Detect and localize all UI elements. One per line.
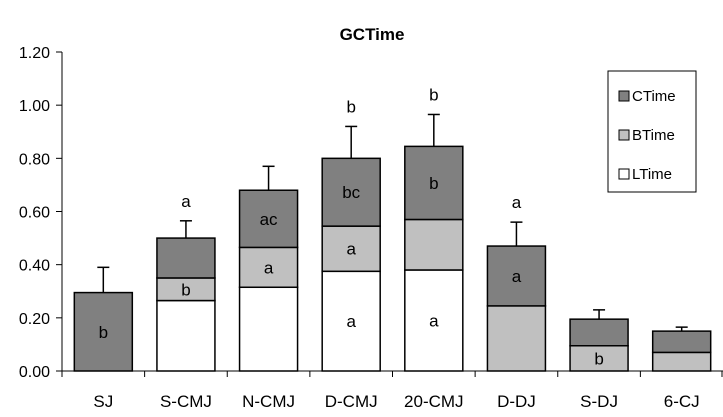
significance-label: a [181, 192, 191, 211]
segment-label: b [99, 323, 108, 342]
x-tick-label: SJ [93, 392, 113, 411]
bar-segment-btime [321, 225, 381, 273]
x-tick-label: D-DJ [497, 392, 536, 411]
segment-label: a [346, 240, 356, 259]
segment-label: a [429, 311, 439, 330]
chart-title: GCTime [340, 25, 405, 44]
bar-segment-ctime [569, 318, 629, 347]
bar-segment-btime [486, 305, 547, 372]
segment-label: b [594, 349, 603, 368]
x-axis: SJ S-CMJ N-CMJ D-CMJ 20-CMJ D-DJ S-DJ 6-CJ [61, 370, 723, 411]
segment-label: a [346, 312, 356, 331]
segment-label: a [264, 258, 274, 277]
x-tick-label: 6-CJ [664, 392, 700, 411]
segment-label: b [181, 280, 190, 299]
significance-label: b [346, 97, 355, 116]
significance-label: a [512, 193, 522, 212]
bar-segment-ctime [651, 330, 712, 354]
x-tick-label: N-CMJ [242, 392, 295, 411]
x-tick-label: S-CMJ [160, 392, 212, 411]
bar-segment-btime [404, 218, 464, 271]
legend-swatch-ltime [618, 168, 630, 180]
legend-label-btime: BTime [632, 127, 675, 144]
y-tick-label: 0.80 [19, 151, 50, 168]
segment-label: b [429, 174, 438, 193]
bar-segment-btime [651, 351, 712, 372]
bar-segment-btime [569, 344, 629, 372]
y-tick-label: 1.20 [19, 45, 50, 62]
bars: b b a a ac a a bc b a b b a a b [73, 85, 712, 372]
bar-segment-ltime [321, 270, 381, 372]
y-tick-label: 0.60 [19, 205, 50, 222]
bar-segment-ltime [404, 269, 464, 372]
bar-segment-ltime [156, 299, 216, 372]
significance-label: b [429, 85, 438, 104]
y-tick-label: 0.20 [19, 311, 50, 328]
bar-segment-ctime [486, 245, 547, 307]
y-tick-label: 0.40 [19, 258, 50, 275]
segment-label: bc [342, 183, 360, 202]
x-tick-label: S-DJ [580, 392, 618, 411]
bar-segment-ctime [156, 237, 216, 279]
bar-segment-ctime [238, 189, 299, 249]
y-tick-label: 0.00 [19, 364, 50, 381]
legend-label-ctime: CTime [632, 88, 676, 105]
bar-segment-ctime [321, 157, 381, 227]
legend-swatch-ctime [618, 90, 630, 102]
y-tick-label: 1.00 [19, 98, 50, 115]
legend-label-ltime: LTime [632, 166, 672, 183]
bar-segment-btime [238, 246, 299, 289]
legend-swatch-btime [618, 129, 630, 141]
segment-label: ac [260, 210, 278, 229]
x-tick-label: D-CMJ [325, 392, 378, 411]
legend: CTime BTime LTime [607, 70, 697, 193]
y-axis: 0.00 0.20 0.40 0.60 0.80 1.00 1.20 [19, 45, 63, 381]
bar-segment-ctime [404, 145, 464, 221]
segment-label: a [512, 267, 522, 286]
bar-segment-ltime [238, 286, 299, 372]
x-tick-label: 20-CMJ [404, 392, 464, 411]
